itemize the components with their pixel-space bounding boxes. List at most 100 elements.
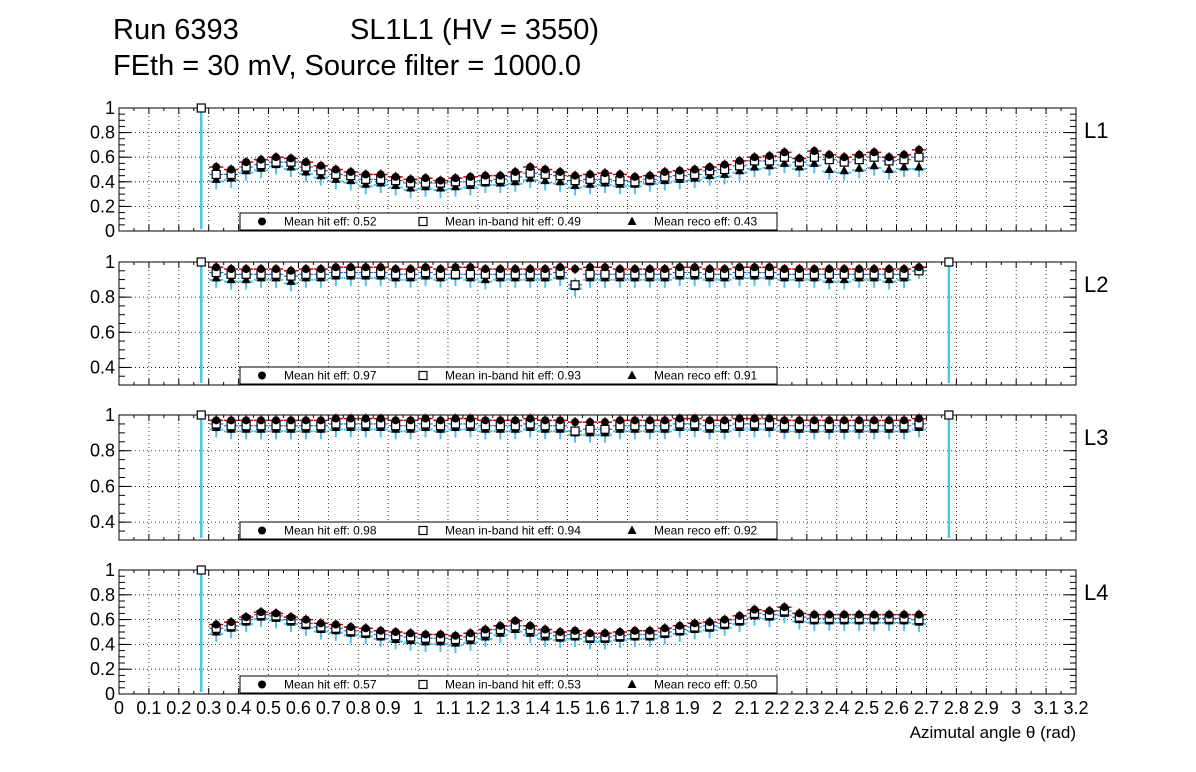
legend: Mean hit eff: 0.98 Mean in-band hit eff: …: [239, 521, 778, 540]
hit-marker: [810, 610, 819, 619]
x-tick-label: 2.5: [854, 698, 879, 718]
hit-marker: [286, 416, 295, 425]
hit-marker: [705, 416, 714, 425]
hit-marker: [780, 265, 789, 274]
hit-marker: [346, 167, 355, 176]
y-tick-label: 0.8: [90, 441, 115, 461]
hit-marker: [780, 603, 789, 612]
hit-marker: [615, 265, 624, 274]
hit-marker: [900, 416, 909, 425]
x-tick-label: 1.8: [645, 698, 670, 718]
hit-marker: [556, 263, 565, 272]
hit-marker: [242, 158, 251, 167]
legend-reco-marker: [627, 216, 637, 225]
hit-marker: [496, 265, 505, 274]
hit-marker: [600, 263, 609, 272]
hit-marker: [705, 618, 714, 627]
y-tick-label: 1: [105, 98, 115, 118]
legend-box: [239, 366, 778, 385]
hit-marker: [855, 150, 864, 159]
hit-marker: [227, 416, 236, 425]
hit-marker: [316, 265, 325, 274]
hit-marker: [870, 265, 879, 274]
hit-marker: [795, 154, 804, 163]
hit-marker: [526, 265, 535, 274]
hit-marker: [600, 629, 609, 638]
hit-marker: [436, 630, 445, 639]
hit-marker: [885, 416, 894, 425]
hit-marker: [406, 265, 415, 274]
hit-marker: [615, 628, 624, 636]
hit-marker: [451, 414, 460, 423]
hit-marker: [690, 263, 699, 272]
hit-marker: [571, 171, 580, 180]
hit-marker: [346, 263, 355, 272]
hit-marker: [212, 263, 221, 272]
reco-marker: [779, 158, 789, 167]
inband-marker: [585, 424, 595, 434]
hit-marker: [556, 167, 565, 176]
hit-marker: [466, 414, 475, 423]
hit-marker: [825, 416, 834, 425]
hit-marker: [316, 416, 325, 425]
hit-marker: [436, 176, 445, 185]
hit-marker: [451, 263, 460, 272]
hit-marker: [212, 416, 221, 425]
reco-marker: [809, 158, 819, 167]
hit-marker: [780, 416, 789, 425]
hit-marker: [331, 263, 340, 272]
x-tick-label: 1.6: [585, 698, 610, 718]
legend-hit-label: Mean hit eff: 0.97: [284, 369, 377, 383]
y-tick-label: 1: [105, 560, 115, 580]
legend: Mean hit eff: 0.57 Mean in-band hit eff: …: [239, 675, 778, 694]
hit-marker: [660, 624, 669, 633]
inband-marker: [211, 169, 221, 180]
hit-marker: [810, 265, 819, 274]
hit-marker: [870, 610, 879, 619]
hit-marker: [615, 170, 624, 179]
y-tick-label: 0: [105, 221, 115, 241]
hit-marker: [914, 610, 923, 619]
hit-marker: [361, 414, 370, 423]
reco-marker: [555, 176, 565, 186]
hit-marker: [301, 615, 310, 624]
hit-marker: [675, 621, 684, 630]
hit-marker: [361, 170, 370, 179]
hit-marker: [660, 265, 669, 274]
x-tick-label: 2.1: [735, 698, 760, 718]
x-tick-label: 2.7: [914, 698, 939, 718]
hit-marker: [212, 163, 221, 172]
hit-marker: [750, 263, 759, 272]
legend-hit-marker: [258, 680, 266, 689]
hit-marker: [272, 609, 281, 618]
hit-marker: [526, 163, 535, 172]
hit-marker: [361, 263, 370, 272]
hit-marker: [795, 609, 804, 618]
edge-bin-inband-marker: [196, 103, 206, 113]
y-tick-label: 0.2: [90, 196, 115, 216]
hit-marker: [511, 416, 520, 425]
run-number-label: Run 6393: [113, 14, 239, 46]
hit-marker: [765, 606, 774, 615]
hit-marker: [421, 414, 430, 423]
hit-marker: [406, 629, 415, 638]
hit-marker: [272, 153, 281, 162]
hit-marker: [346, 623, 355, 632]
hit-marker: [466, 172, 475, 181]
hit-marker: [481, 265, 490, 274]
inband-marker: [570, 426, 580, 436]
hit-marker: [331, 165, 340, 174]
hit-marker: [914, 145, 923, 154]
hit-marker: [810, 147, 819, 156]
y-tick-label: 0.6: [90, 322, 115, 342]
hit-marker: [451, 174, 460, 183]
hit-marker: [541, 265, 550, 274]
hit-marker: [795, 416, 804, 425]
y-tick-label: 0.8: [90, 585, 115, 605]
hit-marker: [556, 416, 565, 425]
layer-label: L3: [1084, 425, 1108, 450]
hit-marker: [885, 153, 894, 162]
legend-hit-label: Mean hit eff: 0.52: [284, 215, 377, 229]
hit-marker: [496, 171, 505, 180]
hit-marker: [900, 150, 909, 159]
